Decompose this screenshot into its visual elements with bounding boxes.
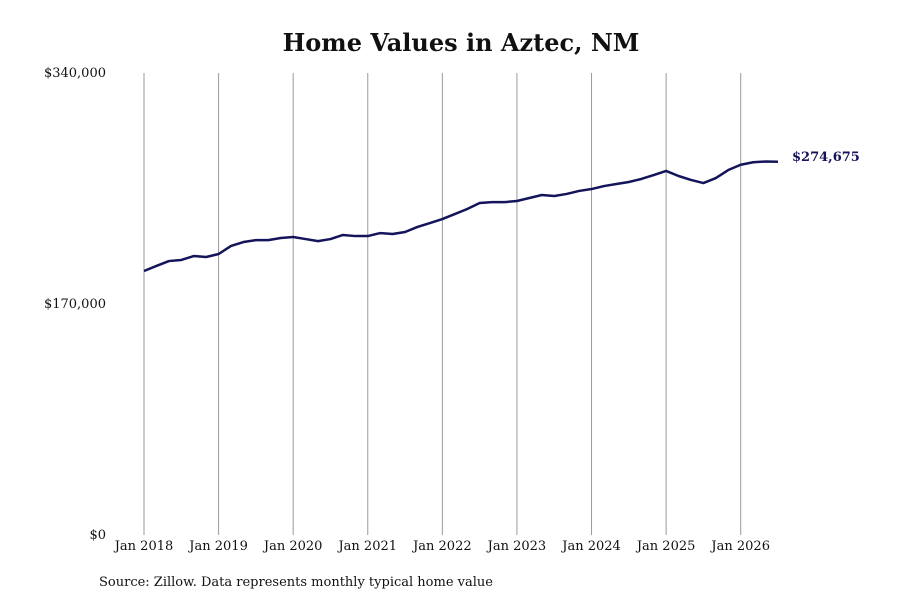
- x-tick-label: Jan 2021: [336, 539, 397, 554]
- y-tick-label: $340,000: [44, 66, 106, 81]
- value-label: $274,675: [792, 150, 860, 165]
- x-tick-label: Jan 2023: [486, 539, 547, 554]
- x-tick-label: Jan 2020: [262, 539, 323, 554]
- y-tick-label: $0: [89, 528, 106, 543]
- y-tick-label: $170,000: [44, 297, 106, 312]
- x-tick-label: Jan 2018: [113, 539, 174, 554]
- x-tick-label: Jan 2022: [411, 539, 472, 554]
- x-tick-label: Jan 2019: [187, 539, 248, 554]
- line: [143, 160, 779, 273]
- source-note: Source: Zillow. Data represents monthly …: [99, 575, 493, 590]
- x-tick-label: Jan 2025: [635, 539, 696, 554]
- chart-title: Home Values in Aztec, NM: [283, 28, 640, 57]
- x-tick-label: Jan 2024: [560, 539, 621, 554]
- x-tick-label: Jan 2026: [709, 539, 770, 554]
